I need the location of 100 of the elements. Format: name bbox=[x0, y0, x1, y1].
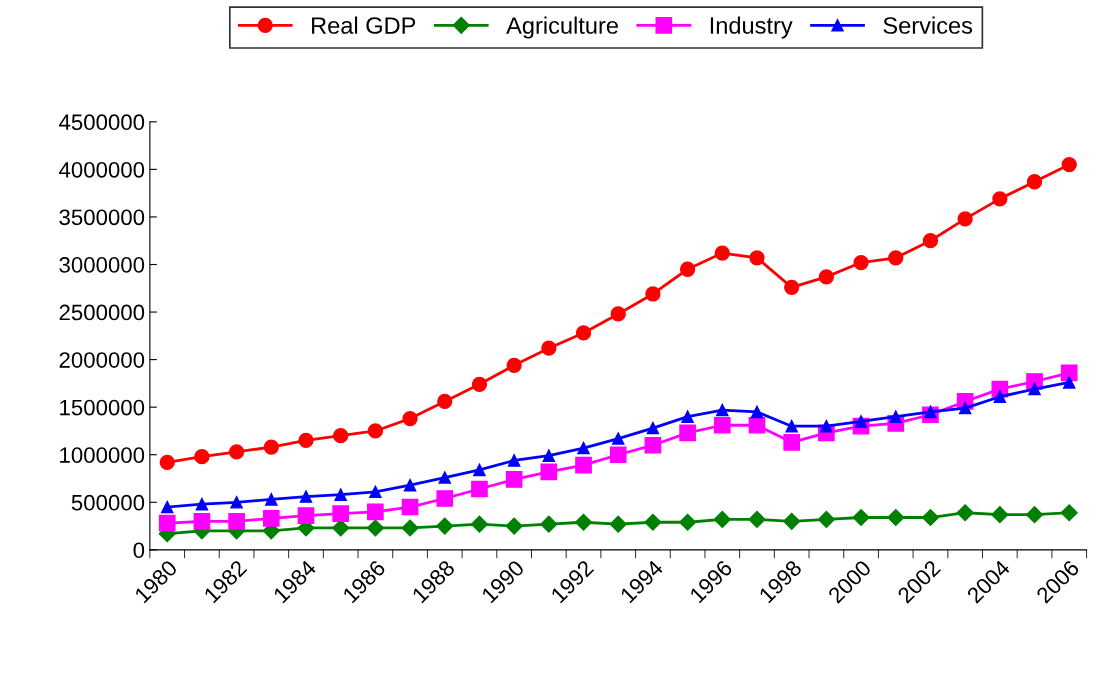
y-tick-label: 4500000 bbox=[59, 114, 145, 131]
point bbox=[505, 471, 523, 488]
point bbox=[783, 512, 801, 530]
point bbox=[470, 515, 489, 533]
point bbox=[646, 421, 660, 435]
point bbox=[297, 507, 315, 524]
point bbox=[783, 434, 801, 451]
legend-label: Real GDP bbox=[312, 16, 416, 34]
point bbox=[228, 512, 245, 530]
point bbox=[506, 357, 522, 373]
point bbox=[610, 306, 626, 322]
point bbox=[577, 441, 590, 455]
y-tick-label: 1000000 bbox=[60, 447, 145, 463]
legend-label: Agriculture bbox=[506, 16, 618, 39]
legend-label: Services bbox=[883, 16, 973, 34]
point bbox=[853, 254, 869, 271]
point bbox=[158, 514, 176, 532]
y-tick-label: 0 bbox=[133, 542, 145, 559]
y-tick-label: 3500000 bbox=[59, 209, 145, 226]
point bbox=[401, 519, 419, 537]
point bbox=[957, 211, 973, 227]
point bbox=[1026, 174, 1043, 190]
point bbox=[716, 403, 729, 417]
point bbox=[749, 250, 765, 266]
point bbox=[888, 250, 904, 266]
point bbox=[574, 513, 593, 531]
point bbox=[366, 519, 384, 537]
point bbox=[263, 439, 279, 455]
point bbox=[991, 506, 1009, 524]
point bbox=[852, 508, 870, 527]
point bbox=[713, 510, 731, 528]
point bbox=[817, 510, 835, 528]
point bbox=[713, 416, 731, 434]
point bbox=[748, 416, 766, 434]
point bbox=[575, 456, 592, 474]
point bbox=[750, 405, 764, 419]
point bbox=[507, 454, 521, 467]
point bbox=[367, 503, 384, 521]
point bbox=[1060, 504, 1078, 522]
y-tick-label: 2000000 bbox=[59, 352, 145, 368]
point bbox=[645, 286, 661, 302]
point bbox=[298, 432, 314, 449]
point bbox=[1028, 382, 1041, 396]
legend-label: Industry bbox=[710, 16, 793, 39]
point bbox=[438, 471, 452, 484]
point bbox=[609, 446, 627, 464]
point bbox=[1060, 364, 1078, 382]
point bbox=[265, 493, 278, 506]
point bbox=[748, 510, 766, 528]
point bbox=[889, 410, 903, 423]
point bbox=[609, 515, 627, 533]
point bbox=[644, 513, 662, 531]
point bbox=[437, 393, 453, 410]
point bbox=[193, 512, 211, 530]
point bbox=[471, 480, 488, 498]
point bbox=[471, 376, 488, 392]
point bbox=[369, 485, 382, 499]
point bbox=[194, 448, 210, 465]
point bbox=[160, 500, 174, 514]
point bbox=[540, 463, 558, 481]
point bbox=[299, 490, 313, 503]
point bbox=[854, 415, 868, 428]
point bbox=[922, 233, 939, 249]
point bbox=[542, 449, 556, 462]
point bbox=[958, 401, 972, 415]
point bbox=[541, 340, 557, 356]
point bbox=[195, 497, 209, 511]
point bbox=[334, 488, 347, 501]
point bbox=[993, 390, 1007, 403]
point bbox=[818, 269, 835, 285]
point bbox=[540, 515, 558, 533]
point bbox=[230, 496, 243, 509]
y-tick-label: 500000 bbox=[71, 494, 145, 511]
point bbox=[262, 510, 280, 527]
point bbox=[784, 279, 800, 295]
point bbox=[436, 490, 454, 507]
point bbox=[159, 454, 175, 470]
point bbox=[403, 478, 417, 492]
point bbox=[473, 463, 486, 477]
point bbox=[1061, 156, 1077, 173]
point bbox=[679, 261, 696, 277]
point bbox=[887, 508, 905, 527]
y-tick-label: 2500000 bbox=[59, 304, 145, 321]
y-tick-label: 3000000 bbox=[59, 257, 145, 273]
point bbox=[402, 410, 418, 427]
point bbox=[1062, 376, 1076, 389]
point bbox=[575, 325, 592, 341]
point bbox=[681, 410, 694, 423]
y-tick-label: 4000000 bbox=[59, 161, 145, 178]
point bbox=[401, 498, 419, 516]
point bbox=[992, 191, 1008, 207]
point bbox=[505, 517, 523, 535]
point bbox=[367, 423, 384, 439]
point bbox=[785, 419, 798, 433]
point bbox=[714, 245, 730, 261]
point bbox=[921, 508, 940, 527]
point bbox=[956, 504, 974, 522]
y-tick-label: 1500000 bbox=[60, 399, 145, 416]
point bbox=[228, 444, 245, 460]
point bbox=[644, 436, 662, 454]
